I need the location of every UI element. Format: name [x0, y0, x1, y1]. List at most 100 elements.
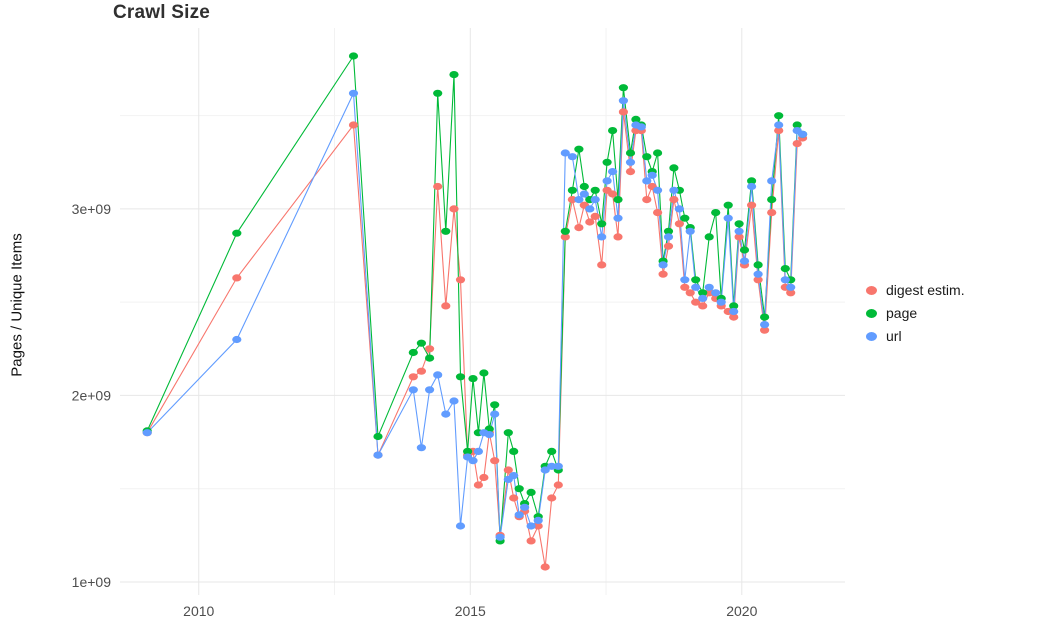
y-tick-label: 3e+09: [72, 201, 112, 217]
data-point-url: [574, 196, 584, 204]
data-point-digest-estim-: [449, 205, 459, 213]
data-point-url: [473, 447, 483, 455]
data-point-page: [373, 432, 383, 441]
data-point-page: [441, 227, 451, 235]
data-point-page: [479, 369, 489, 377]
digest-estim-swatch-icon: [866, 285, 877, 295]
data-point-url: [625, 158, 636, 166]
data-point-url: [739, 257, 750, 265]
data-point-url: [547, 462, 557, 470]
data-point-url: [509, 472, 519, 480]
data-point-digest-estim-: [503, 466, 513, 474]
data-point-url: [780, 276, 790, 284]
data-point-url: [567, 153, 578, 161]
data-point-url: [613, 214, 623, 222]
data-point-page: [723, 201, 733, 209]
data-point-digest-estim-: [574, 224, 584, 232]
data-point-digest-estim-: [653, 209, 663, 217]
chart-title: Crawl Size: [113, 2, 211, 23]
data-point-url: [636, 123, 646, 131]
data-point-page: [408, 348, 418, 357]
data-point-digest-estim-: [608, 190, 618, 198]
data-point-page: [490, 401, 500, 409]
data-point-digest-estim-: [674, 220, 685, 228]
data-point-page: [767, 196, 777, 204]
data-point-digest-estim-: [540, 563, 550, 571]
data-point-digest-estim-: [734, 233, 744, 241]
data-point-url: [495, 533, 505, 541]
data-point-page: [625, 149, 636, 157]
legend: digest estim. page url: [866, 282, 965, 344]
data-point-digest-estim-: [455, 276, 466, 284]
data-point-page: [618, 84, 629, 92]
data-point-url: [490, 410, 500, 418]
data-point-url: [685, 227, 695, 235]
data-point-page: [774, 112, 784, 120]
data-point-page: [602, 158, 612, 166]
data-point-page: [760, 313, 770, 321]
data-point-digest-estim-: [441, 302, 451, 310]
data-point-page: [579, 182, 589, 191]
data-point-url: [734, 227, 744, 235]
data-point-digest-estim-: [433, 182, 443, 191]
data-point-page: [425, 354, 435, 362]
data-point-digest-estim-: [658, 270, 668, 278]
data-point-digest-estim-: [408, 373, 418, 381]
data-point-digest-estim-: [613, 233, 623, 241]
data-point-digest-estim-: [774, 127, 784, 135]
data-point-page: [711, 209, 721, 217]
data-point-digest-estim-: [691, 298, 701, 306]
data-point-digest-estim-: [698, 302, 708, 310]
data-point-page: [348, 52, 359, 60]
data-point-url: [441, 410, 451, 418]
data-point-digest-estim-: [425, 345, 435, 353]
data-point-digest-estim-: [760, 326, 770, 334]
legend-item-digest: digest estim.: [866, 282, 965, 298]
url-swatch-icon: [866, 331, 877, 341]
data-point-digest-estim-: [585, 218, 595, 226]
data-point-url: [425, 386, 435, 394]
data-point-page: [653, 149, 663, 157]
data-point-digest-estim-: [232, 274, 242, 282]
legend-label-digest: digest estim.: [886, 282, 965, 298]
data-point-digest-estim-: [553, 481, 563, 489]
data-point-page: [514, 485, 524, 493]
data-point-page: [468, 375, 478, 383]
data-point-url: [760, 321, 770, 329]
legend-label-page: page: [886, 305, 918, 321]
data-point-digest-estim-: [680, 283, 690, 291]
data-point-url: [642, 177, 652, 185]
data-point-url: [767, 177, 777, 185]
data-point-digest-estim-: [685, 289, 695, 297]
data-point-page: [753, 261, 763, 269]
data-point-url: [408, 386, 418, 394]
data-point-digest-estim-: [704, 289, 714, 297]
data-point-url: [774, 121, 784, 129]
data-point-page: [739, 246, 750, 254]
data-point-url: [704, 283, 714, 291]
data-point-page: [608, 127, 618, 135]
data-point-page: [560, 227, 570, 235]
x-tick-label: 2010: [183, 603, 214, 619]
data-point-url: [618, 97, 629, 105]
data-point-page: [792, 121, 802, 129]
data-point-digest-estim-: [625, 168, 636, 176]
legend-label-url: url: [886, 328, 902, 344]
data-point-page: [509, 447, 519, 455]
data-point-url: [716, 298, 726, 306]
data-point-url: [455, 522, 466, 530]
legend-item-url: url: [866, 328, 965, 344]
data-point-digest-estim-: [590, 212, 600, 220]
data-point-url: [602, 177, 612, 185]
data-point-url: [585, 205, 595, 213]
data-point-url: [608, 168, 618, 176]
data-point-page: [526, 488, 536, 496]
data-point-url: [520, 503, 530, 511]
page-swatch-icon: [866, 308, 877, 318]
data-point-url: [747, 182, 757, 191]
data-point-page: [729, 302, 739, 310]
data-point-url: [553, 462, 563, 470]
data-point-url: [786, 283, 796, 291]
data-point-digest-estim-: [567, 196, 578, 204]
